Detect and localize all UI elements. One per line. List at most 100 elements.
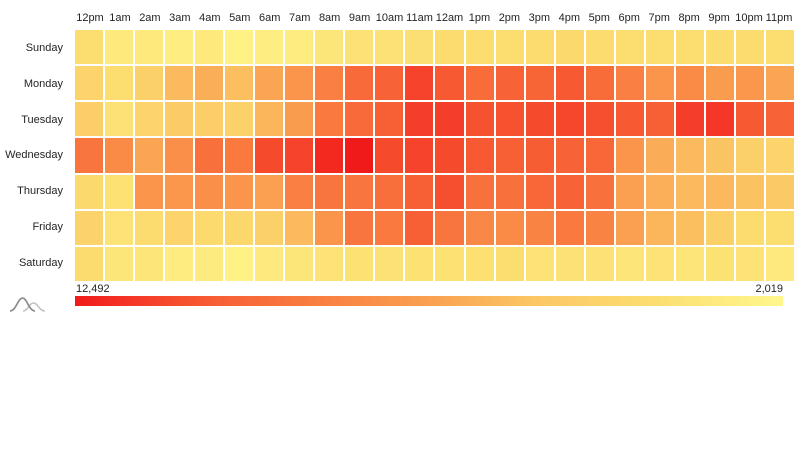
heatmap-cell[interactable] [615, 138, 644, 173]
heatmap-cell[interactable] [585, 138, 614, 173]
heatmap-cell[interactable] [315, 174, 344, 209]
heatmap-cell[interactable] [585, 174, 614, 209]
heatmap-cell[interactable] [165, 174, 194, 209]
heatmap-cell[interactable] [135, 102, 164, 137]
heatmap-cell[interactable] [405, 102, 434, 137]
heatmap-cell[interactable] [75, 246, 104, 281]
heatmap-cell[interactable] [525, 66, 554, 101]
heatmap-cell[interactable] [405, 66, 434, 101]
heatmap-cell[interactable] [525, 246, 554, 281]
heatmap-cell[interactable] [315, 138, 344, 173]
heatmap-cell[interactable] [435, 102, 464, 137]
heatmap-cell[interactable] [645, 30, 674, 65]
heatmap-cell[interactable] [165, 66, 194, 101]
heatmap-cell[interactable] [135, 66, 164, 101]
heatmap-cell[interactable] [705, 174, 734, 209]
heatmap-cell[interactable] [705, 102, 734, 137]
heatmap-cell[interactable] [555, 30, 584, 65]
heatmap-cell[interactable] [345, 138, 374, 173]
heatmap-cell[interactable] [435, 138, 464, 173]
heatmap-cell[interactable] [315, 66, 344, 101]
heatmap-cell[interactable] [615, 210, 644, 245]
heatmap-cell[interactable] [675, 66, 704, 101]
heatmap-cell[interactable] [135, 174, 164, 209]
heatmap-cell[interactable] [375, 174, 404, 209]
heatmap-cell[interactable] [495, 246, 524, 281]
heatmap-cell[interactable] [255, 102, 284, 137]
heatmap-cell[interactable] [615, 30, 644, 65]
heatmap-cell[interactable] [285, 174, 314, 209]
heatmap-cell[interactable] [495, 174, 524, 209]
heatmap-cell[interactable] [285, 246, 314, 281]
heatmap-cell[interactable] [225, 102, 254, 137]
heatmap-cell[interactable] [225, 246, 254, 281]
heatmap-cell[interactable] [405, 138, 434, 173]
heatmap-cell[interactable] [585, 30, 614, 65]
heatmap-cell[interactable] [315, 210, 344, 245]
heatmap-cell[interactable] [585, 246, 614, 281]
heatmap-cell[interactable] [105, 102, 134, 137]
heatmap-cell[interactable] [645, 246, 674, 281]
heatmap-cell[interactable] [255, 138, 284, 173]
heatmap-cell[interactable] [675, 174, 704, 209]
heatmap-cell[interactable] [735, 138, 764, 173]
heatmap-cell[interactable] [135, 210, 164, 245]
heatmap-cell[interactable] [585, 66, 614, 101]
heatmap-cell[interactable] [165, 102, 194, 137]
heatmap-cell[interactable] [495, 138, 524, 173]
heatmap-cell[interactable] [285, 210, 314, 245]
heatmap-cell[interactable] [465, 246, 494, 281]
heatmap-cell[interactable] [435, 174, 464, 209]
heatmap-cell[interactable] [135, 138, 164, 173]
heatmap-cell[interactable] [765, 210, 794, 245]
heatmap-cell[interactable] [765, 102, 794, 137]
heatmap-cell[interactable] [765, 30, 794, 65]
heatmap-cell[interactable] [645, 66, 674, 101]
heatmap-cell[interactable] [765, 174, 794, 209]
heatmap-cell[interactable] [165, 30, 194, 65]
heatmap-cell[interactable] [765, 66, 794, 101]
heatmap-cell[interactable] [345, 174, 374, 209]
heatmap-cell[interactable] [315, 102, 344, 137]
heatmap-cell[interactable] [645, 102, 674, 137]
heatmap-cell[interactable] [195, 246, 224, 281]
heatmap-cell[interactable] [465, 30, 494, 65]
heatmap-cell[interactable] [135, 30, 164, 65]
heatmap-cell[interactable] [165, 138, 194, 173]
heatmap-cell[interactable] [705, 210, 734, 245]
heatmap-cell[interactable] [615, 174, 644, 209]
heatmap-cell[interactable] [225, 66, 254, 101]
heatmap-cell[interactable] [645, 138, 674, 173]
heatmap-cell[interactable] [735, 102, 764, 137]
heatmap-cell[interactable] [75, 210, 104, 245]
heatmap-cell[interactable] [285, 30, 314, 65]
heatmap-cell[interactable] [195, 66, 224, 101]
heatmap-cell[interactable] [375, 246, 404, 281]
heatmap-cell[interactable] [585, 210, 614, 245]
heatmap-cell[interactable] [195, 30, 224, 65]
heatmap-cell[interactable] [75, 102, 104, 137]
heatmap-cell[interactable] [165, 210, 194, 245]
heatmap-cell[interactable] [195, 138, 224, 173]
heatmap-cell[interactable] [225, 30, 254, 65]
heatmap-cell[interactable] [525, 138, 554, 173]
heatmap-cell[interactable] [765, 138, 794, 173]
heatmap-cell[interactable] [105, 246, 134, 281]
heatmap-cell[interactable] [195, 102, 224, 137]
heatmap-cell[interactable] [705, 246, 734, 281]
heatmap-cell[interactable] [435, 246, 464, 281]
heatmap-cell[interactable] [195, 210, 224, 245]
heatmap-cell[interactable] [255, 210, 284, 245]
heatmap-cell[interactable] [555, 174, 584, 209]
heatmap-cell[interactable] [405, 174, 434, 209]
heatmap-cell[interactable] [285, 102, 314, 137]
heatmap-cell[interactable] [375, 30, 404, 65]
heatmap-cell[interactable] [735, 174, 764, 209]
heatmap-cell[interactable] [495, 102, 524, 137]
heatmap-cell[interactable] [375, 138, 404, 173]
heatmap-cell[interactable] [255, 174, 284, 209]
heatmap-cell[interactable] [315, 30, 344, 65]
heatmap-cell[interactable] [225, 138, 254, 173]
heatmap-cell[interactable] [495, 210, 524, 245]
heatmap-cell[interactable] [525, 210, 554, 245]
